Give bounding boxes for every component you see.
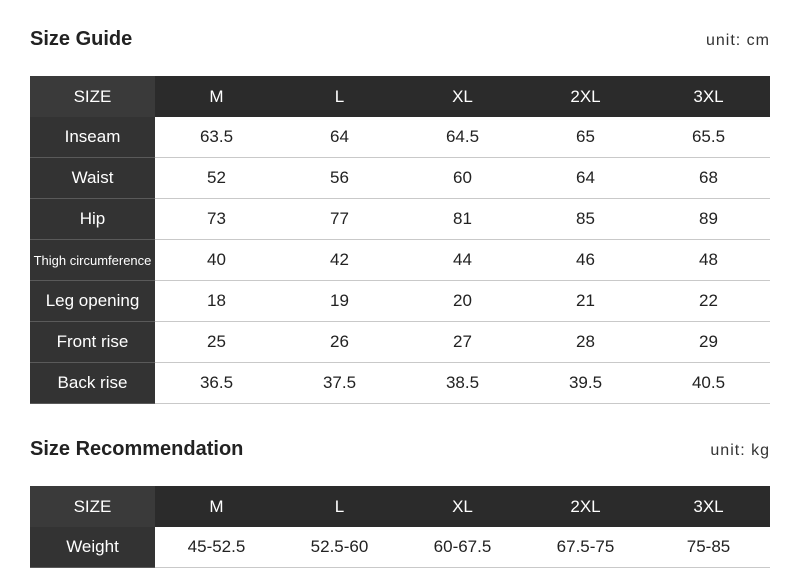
row-label: Thigh circumference: [30, 239, 155, 281]
table-cell: 77: [278, 198, 401, 240]
table-row: Hip 73 77 81 85 89: [30, 198, 770, 240]
size-recommendation-header-row: SIZE M L XL 2XL 3XL: [30, 486, 770, 527]
size-column-header: XL: [401, 486, 524, 527]
table-cell: 44: [401, 239, 524, 281]
table-cell: 89: [647, 198, 770, 240]
table-row: Waist 52 56 60 64 68: [30, 157, 770, 199]
table-cell: 68: [647, 157, 770, 199]
table-cell: 48: [647, 239, 770, 281]
table-cell: 22: [647, 280, 770, 322]
table-cell: 60: [401, 157, 524, 199]
size-column-header: L: [278, 486, 401, 527]
table-cell: 38.5: [401, 362, 524, 404]
table-cell: 40.5: [647, 362, 770, 404]
table-cell: 46: [524, 239, 647, 281]
size-header-cell: SIZE: [30, 76, 155, 117]
size-guide-unit: unit: cm: [705, 32, 770, 49]
size-guide-table: SIZE M L XL 2XL 3XL Inseam 63.5 64 64.5 65 65.5 Wai…: [30, 76, 770, 404]
table-cell: 52: [155, 157, 278, 199]
table-row: Inseam 63.5 64 64.5 65 65.5: [30, 117, 770, 158]
table-row: Weight 45-52.5 52.5-60 60-67.5 67.5-75 75-85: [30, 527, 770, 568]
size-column-header: 3XL: [647, 76, 770, 117]
table-cell: 65.5: [647, 117, 770, 158]
table-row: Front rise 25 26 27 28 29: [30, 321, 770, 363]
size-guide-header-row: SIZE M L XL 2XL 3XL: [30, 76, 770, 117]
size-column-header: L: [278, 76, 401, 117]
size-recommendation-title: Size Recommendation: [30, 438, 244, 460]
table-cell: 40: [155, 239, 278, 281]
size-column-header: 2XL: [524, 76, 647, 117]
table-cell: 26: [278, 321, 401, 363]
size-column-header: M: [155, 76, 278, 117]
row-label: Weight: [30, 527, 155, 568]
size-recommendation-unit: unit: kg: [710, 442, 770, 459]
table-cell: 64: [278, 117, 401, 158]
table-cell: 21: [524, 280, 647, 322]
table-cell: 28: [524, 321, 647, 363]
table-cell: 64: [524, 157, 647, 199]
table-cell: 20: [401, 280, 524, 322]
table-row: Leg opening 18 19 20 21 22: [30, 280, 770, 322]
table-cell: 64.5: [401, 117, 524, 158]
table-cell: 63.5: [155, 117, 278, 158]
table-cell: 81: [401, 198, 524, 240]
table-cell: 36.5: [155, 362, 278, 404]
row-label: Front rise: [30, 321, 155, 363]
table-cell: 29: [647, 321, 770, 363]
table-cell: 85: [524, 198, 647, 240]
table-cell: 60-67.5: [401, 527, 524, 568]
table-cell: 65: [524, 117, 647, 158]
table-cell: 27: [401, 321, 524, 363]
row-label: Hip: [30, 198, 155, 240]
table-cell: 67.5-75: [524, 527, 647, 568]
table-cell: 56: [278, 157, 401, 199]
row-label: Back rise: [30, 362, 155, 404]
size-header-cell: SIZE: [30, 486, 155, 527]
row-label: Waist: [30, 157, 155, 199]
size-column-header: M: [155, 486, 278, 527]
size-column-header: XL: [401, 76, 524, 117]
table-cell: 18: [155, 280, 278, 322]
size-column-header: 2XL: [524, 486, 647, 527]
table-cell: 73: [155, 198, 278, 240]
row-label: Inseam: [30, 117, 155, 158]
table-cell: 39.5: [524, 362, 647, 404]
table-cell: 42: [278, 239, 401, 281]
table-cell: 37.5: [278, 362, 401, 404]
table-cell: 75-85: [647, 527, 770, 568]
size-column-header: 3XL: [647, 486, 770, 527]
table-row: Thigh circumference 40 42 44 46 48: [30, 239, 770, 281]
table-cell: 45-52.5: [155, 527, 278, 568]
table-cell: 52.5-60: [278, 527, 401, 568]
table-cell: 19: [278, 280, 401, 322]
table-row: Back rise 36.5 37.5 38.5 39.5 40.5: [30, 362, 770, 404]
size-guide-title: Size Guide: [30, 28, 133, 50]
row-label: Leg opening: [30, 280, 155, 322]
table-cell: 25: [155, 321, 278, 363]
size-recommendation-table: SIZE M L XL 2XL 3XL Weight 45-52.5 52.5-60 60-67…: [30, 486, 770, 568]
